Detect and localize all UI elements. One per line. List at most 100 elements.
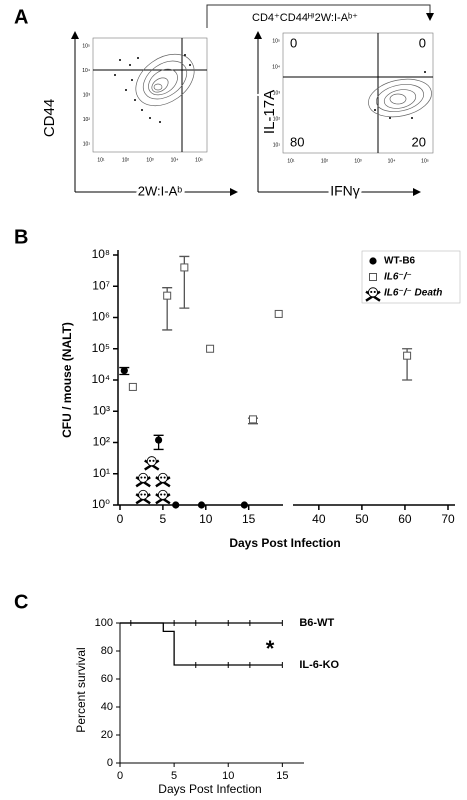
y-tick-label: 100 [95,617,113,629]
contour [142,60,188,100]
skull-eye [148,459,152,462]
contour [151,77,169,93]
plot-frame [282,32,434,154]
event [411,117,413,119]
events [374,71,426,119]
point-shape [197,501,206,509]
y-tick-label: 10⁰ [92,497,110,511]
panel-a: A CD4⁺CD44ᴴⁱ2W:I-Aᵇ⁺ CD44 2W:I-Aᵇ IL-17A… [14,4,434,202]
skull-eye [163,493,166,496]
point-shape [120,366,128,375]
skull-eye [160,476,163,479]
plot-frame [92,37,208,153]
event [389,117,391,119]
point-shape [172,501,180,509]
y-tick-label: 40 [101,701,113,713]
data-point [248,415,257,424]
contour [135,53,195,107]
data-point [274,309,283,318]
annotation: * [266,636,275,661]
data-point [403,351,412,360]
y-tick-label: 10⁵ [92,341,110,355]
contours [368,78,432,118]
point-shape [128,382,137,391]
x-tick-label: 5 [171,770,177,782]
point-shape [403,351,412,360]
y-tick-label: 10⁴ [272,64,280,70]
x-axis-label: Days Post Infection [229,536,340,550]
y-tick-label: 10⁶ [92,310,110,324]
series-label: B6-WT [299,617,334,629]
panel-label: A [14,6,28,28]
data-point [197,501,206,509]
skull-eye [163,476,166,479]
event [189,64,191,66]
point-shape [206,344,215,353]
y-tick-label: 0 [107,757,113,769]
x-tick-label: 15 [276,770,288,782]
y-axis-label: CFU / mouse (NALT) [60,322,74,438]
data-point [180,263,189,272]
x-tick-label: 10⁴ [171,157,179,163]
y-tick-label: 10³ [93,403,110,417]
legend-label: IL6⁻/⁻ Death [384,288,442,299]
y-tick-label: 10⁵ [272,38,280,44]
event [131,79,133,81]
x-tick-label: 5 [160,512,167,526]
quadrant-value: 80 [290,134,304,149]
point-shape [369,273,377,281]
x-tick-label: 10 [199,512,213,526]
event [159,121,161,123]
x-tick-label: 40 [312,512,326,526]
skull-eye [143,493,146,496]
contour [148,68,178,96]
data-point [172,501,180,509]
series-label: IL-6-KO [299,659,339,671]
x-tick-label: 10⁵ [421,158,429,164]
quadrant-value: 0 [419,35,426,50]
y-tick-label: 20 [101,729,113,741]
y-tick-label: 10³ [83,92,91,98]
x-tick-label: 10⁴ [388,158,396,164]
skull-head [146,456,157,467]
death-marker [144,456,160,471]
data-point [206,344,215,353]
death-marker [155,472,171,488]
y-tick-label: 10⁷ [92,278,110,292]
y-tick-label: 10³ [273,90,281,96]
panel-label: B [14,226,28,248]
legend-marker [365,287,381,302]
skull-eye [370,290,373,294]
y-tick-label: 10² [273,116,281,122]
skull-head [157,472,168,483]
survival-line [120,622,283,666]
y-tick-label: 10¹ [273,142,281,148]
point-shape [240,501,248,509]
contour [389,93,407,105]
data-point [155,436,163,444]
death-marker [135,472,151,488]
skull-eye [143,476,146,479]
x-tick-label: 10² [321,158,329,164]
point-shape [155,436,163,444]
y-axis-label: Percent survival [74,647,88,732]
y-tick-label: 10⁴ [82,68,90,74]
y-tick-label: 10⁴ [91,372,110,386]
contours [135,53,195,107]
data-point [120,366,128,375]
y-tick-label: 10² [93,435,110,449]
x-tick-label: 15 [242,512,256,526]
event [114,74,116,76]
death-marker [135,489,151,505]
event [134,99,136,101]
data-point [240,501,248,509]
y-axis-label: CD44 [41,99,58,137]
y-tick-label: 10² [83,117,91,123]
y-tick-label: 80 [101,645,113,657]
skull-head [368,287,379,298]
event [125,89,127,91]
death-marker [155,489,171,505]
data-point [163,291,172,300]
x-tick-label: 10⁵ [195,157,203,163]
x-tick-label: 10³ [146,157,154,163]
